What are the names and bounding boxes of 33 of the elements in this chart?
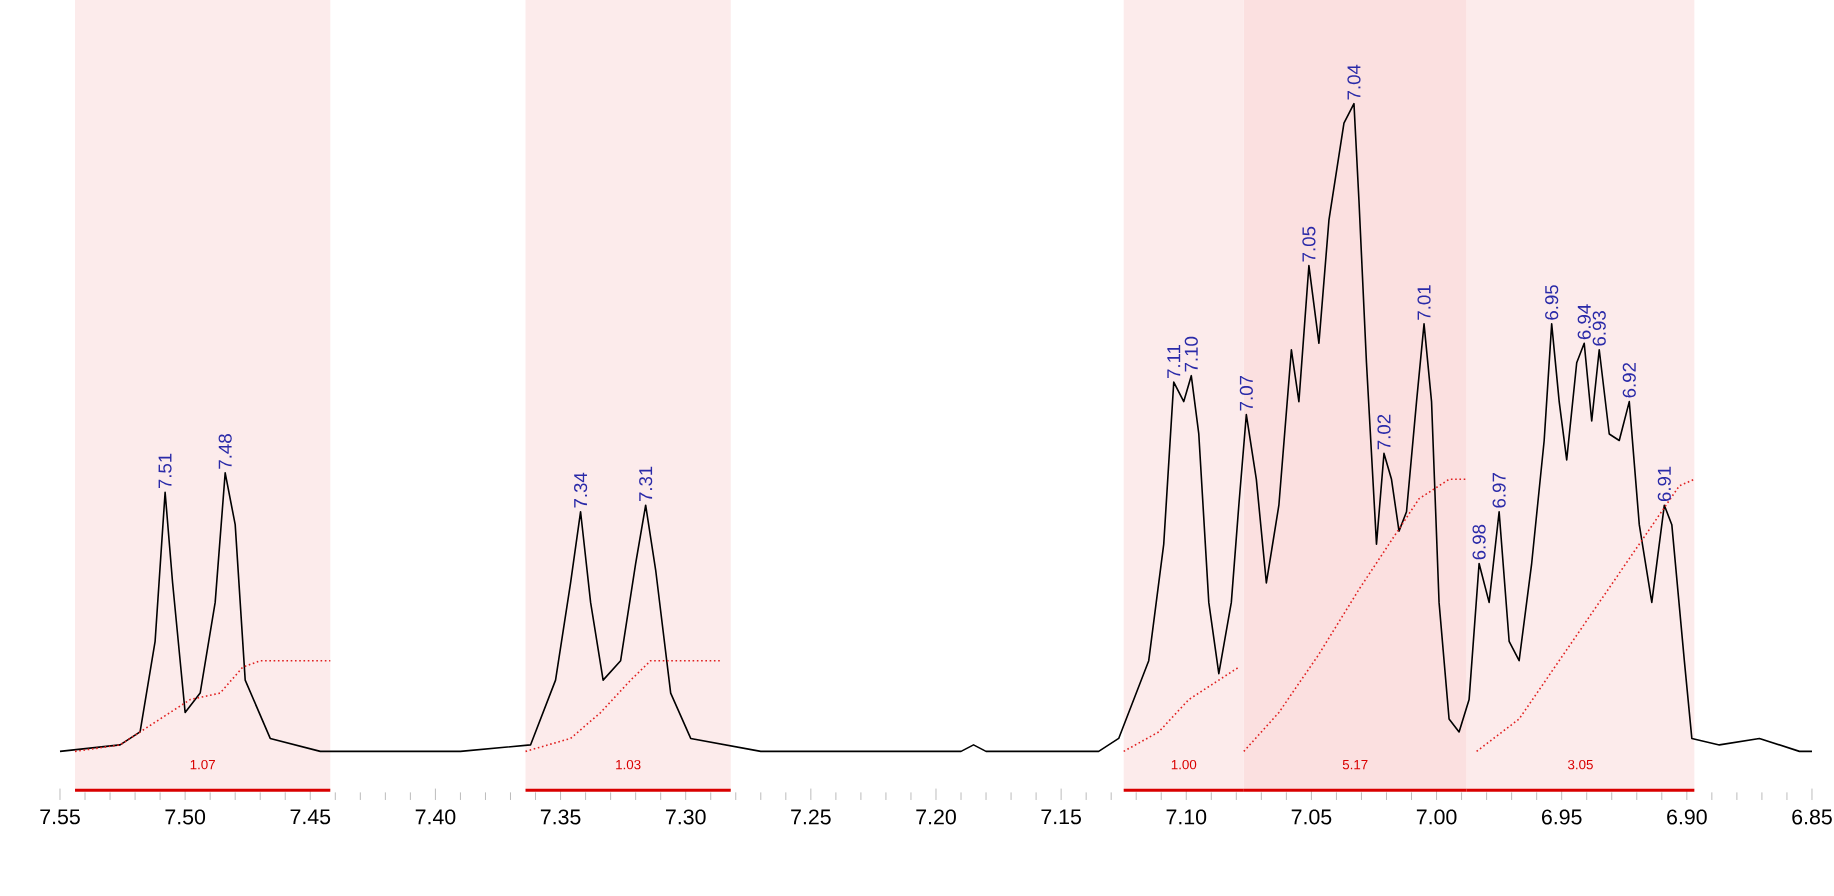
x-tick-label: 7.40 <box>415 809 456 825</box>
x-tick-label: 7.20 <box>916 809 956 825</box>
x-tick-label: 7.30 <box>666 809 706 825</box>
x-tick-label: 6.95 <box>1542 809 1582 825</box>
x-tick-label: 7.15 <box>1041 809 1081 825</box>
annotation: 6.95 <box>1545 285 1559 320</box>
annotation: 7.34 <box>574 472 588 508</box>
annotation: 6.92 <box>1622 362 1636 398</box>
x-tick-label: 7.55 <box>40 809 80 825</box>
annotation: 6.98 <box>1472 524 1486 560</box>
annotation: 6.97 <box>1492 473 1506 508</box>
x-tick-label: 7.45 <box>290 809 331 825</box>
annotation: 7.11 <box>1167 344 1181 378</box>
annotation: 6.94 <box>1577 304 1591 340</box>
x-tick-label: 6.90 <box>1667 809 1707 825</box>
annotation: 7.10 <box>1184 336 1198 372</box>
annotation: 7.31 <box>639 466 653 502</box>
x-tick-label: 7.35 <box>540 809 581 825</box>
x-tick-label: 7.50 <box>165 809 206 825</box>
annotation: 7.05 <box>1302 226 1316 262</box>
annotation: 7.07 <box>1239 375 1253 411</box>
annotation: 7.02 <box>1377 414 1391 450</box>
x-tick-label: 6.85 <box>1792 809 1832 825</box>
annotation: 7.51 <box>158 453 172 489</box>
x-tick-label: 7.00 <box>1416 809 1457 825</box>
annotation: 6.93 <box>1592 311 1606 346</box>
annotation: 7.04 <box>1347 64 1361 100</box>
x-tick-label: 7.10 <box>1166 809 1207 825</box>
annotation: 7.01 <box>1417 285 1431 320</box>
annotation: 7.48 <box>218 434 232 469</box>
annotation: 6.91 <box>1657 466 1671 502</box>
x-tick-label: 7.05 <box>1291 809 1332 825</box>
x-tick-label: 7.25 <box>791 809 831 825</box>
